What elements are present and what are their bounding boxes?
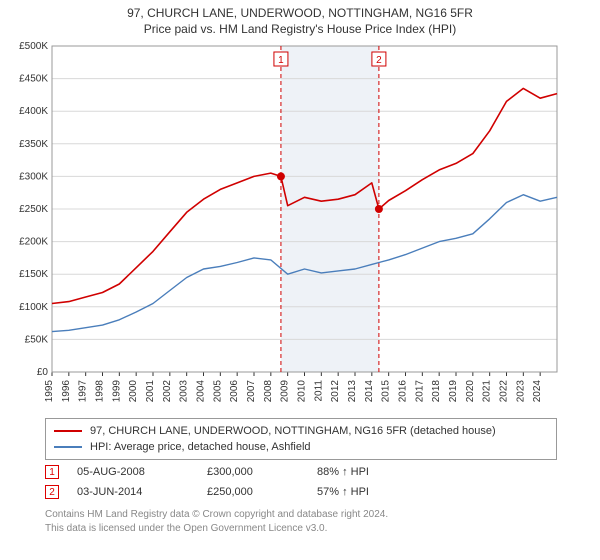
- sale-price-2: £250,000: [207, 486, 317, 498]
- svg-text:2018: 2018: [431, 380, 442, 403]
- sale-date-2: 03-JUN-2014: [77, 486, 207, 498]
- sale-price-1: £300,000: [207, 466, 317, 478]
- chart-area: £0 £50K £100K £150K £200K £250K £300K £350K £400…: [10, 42, 565, 412]
- sale-date-1: 05-AUG-2008: [77, 466, 207, 478]
- svg-text:2003: 2003: [179, 380, 190, 403]
- svg-text:2020: 2020: [465, 380, 476, 403]
- svg-text:£200K: £200K: [19, 237, 48, 248]
- svg-text:2011: 2011: [313, 380, 324, 402]
- svg-text:2000: 2000: [128, 380, 139, 403]
- svg-text:£100K: £100K: [19, 302, 48, 313]
- svg-text:2015: 2015: [381, 380, 392, 403]
- chart-title-block: 97, CHURCH LANE, UNDERWOOD, NOTTINGHAM, …: [0, 0, 600, 36]
- svg-text:1: 1: [278, 55, 284, 66]
- svg-text:£250K: £250K: [19, 204, 48, 215]
- svg-text:2: 2: [376, 55, 382, 66]
- svg-text:2002: 2002: [162, 380, 173, 403]
- legend-swatch-hpi: [54, 446, 82, 448]
- sale-row-2: 2 03-JUN-2014 £250,000 57% ↑ HPI: [45, 482, 557, 502]
- svg-text:£500K: £500K: [19, 42, 48, 52]
- legend-label-hpi: HPI: Average price, detached house, Ashf…: [90, 441, 311, 453]
- svg-text:2004: 2004: [196, 380, 207, 403]
- footer-line1: Contains HM Land Registry data © Crown c…: [45, 508, 557, 522]
- svg-text:2013: 2013: [347, 380, 358, 403]
- svg-text:2005: 2005: [212, 380, 223, 403]
- chart-svg: £0 £50K £100K £150K £200K £250K £300K £350K £400…: [10, 42, 565, 412]
- svg-text:2023: 2023: [515, 380, 526, 403]
- sale-pct-2: 57% ↑ HPI: [317, 486, 437, 498]
- svg-text:2021: 2021: [482, 380, 493, 403]
- svg-text:2001: 2001: [145, 380, 156, 403]
- svg-text:2009: 2009: [280, 380, 291, 403]
- svg-text:2006: 2006: [229, 380, 240, 403]
- svg-text:2022: 2022: [499, 380, 510, 403]
- sale-row-1: 1 05-AUG-2008 £300,000 88% ↑ HPI: [45, 462, 557, 482]
- svg-text:2017: 2017: [414, 380, 425, 403]
- svg-text:1999: 1999: [111, 380, 122, 403]
- svg-text:1996: 1996: [61, 380, 72, 403]
- sale-marker-1: 1: [45, 465, 59, 479]
- legend-swatch-property: [54, 430, 82, 432]
- svg-text:2016: 2016: [398, 380, 409, 403]
- svg-text:£0: £0: [37, 367, 49, 378]
- svg-text:2012: 2012: [330, 380, 341, 403]
- legend-label-property: 97, CHURCH LANE, UNDERWOOD, NOTTINGHAM, …: [90, 425, 496, 437]
- sale-pct-1: 88% ↑ HPI: [317, 466, 437, 478]
- sale-marker-2: 2: [45, 485, 59, 499]
- svg-text:£50K: £50K: [25, 334, 49, 345]
- svg-text:£450K: £450K: [19, 74, 48, 85]
- svg-text:2010: 2010: [297, 380, 308, 403]
- svg-text:2008: 2008: [263, 380, 274, 403]
- svg-text:2019: 2019: [448, 380, 459, 403]
- svg-text:£150K: £150K: [19, 269, 48, 280]
- svg-text:2024: 2024: [532, 380, 543, 403]
- sales-block: 1 05-AUG-2008 £300,000 88% ↑ HPI 2 03-JU…: [45, 462, 557, 502]
- svg-text:1995: 1995: [44, 380, 55, 403]
- svg-text:£300K: £300K: [19, 171, 48, 182]
- chart-title-line1: 97, CHURCH LANE, UNDERWOOD, NOTTINGHAM, …: [0, 6, 600, 20]
- svg-text:£350K: £350K: [19, 139, 48, 150]
- legend-item-hpi: HPI: Average price, detached house, Ashf…: [54, 439, 548, 455]
- svg-text:1998: 1998: [95, 380, 106, 403]
- svg-text:£400K: £400K: [19, 106, 48, 117]
- svg-text:1997: 1997: [78, 380, 89, 403]
- legend-box: 97, CHURCH LANE, UNDERWOOD, NOTTINGHAM, …: [45, 418, 557, 460]
- svg-text:2007: 2007: [246, 380, 257, 403]
- footer-line2: This data is licensed under the Open Gov…: [45, 522, 557, 536]
- svg-text:2014: 2014: [364, 380, 375, 403]
- footer-block: Contains HM Land Registry data © Crown c…: [45, 508, 557, 535]
- chart-title-line2: Price paid vs. HM Land Registry's House …: [0, 22, 600, 36]
- legend-item-property: 97, CHURCH LANE, UNDERWOOD, NOTTINGHAM, …: [54, 423, 548, 439]
